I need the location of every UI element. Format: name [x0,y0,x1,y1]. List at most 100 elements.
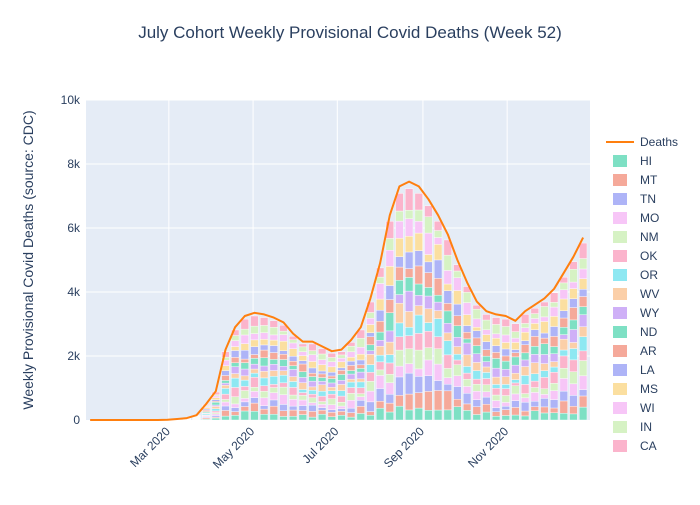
bar-segment-tn [463,393,471,404]
legend-swatch-wi[interactable] [613,402,627,414]
bar-segment-nd [521,353,529,360]
legend-swatch-ca[interactable] [613,440,627,452]
bar-segment-ca [502,319,510,326]
bar-segment-ar [222,375,230,380]
legend-label-wv[interactable]: WV [640,287,659,301]
legend-label-nd[interactable]: ND [640,325,658,339]
legend-label-wy[interactable]: WY [640,306,659,320]
bar-segment-ok [512,383,520,386]
bar-segment-nd [280,360,288,367]
bar-segment-mo [386,383,394,394]
bar-segment-la [280,351,288,354]
bar-segment-wy [241,369,249,376]
legend-swatch-nd[interactable] [613,326,627,338]
legend-swatch-mo[interactable] [613,212,627,224]
bar-segment-ok [444,355,452,369]
legend-swatch-ms[interactable] [613,383,627,395]
legend-swatch-nm[interactable] [613,231,627,243]
bar-segment-ms [415,233,423,251]
y-axis-label: Weekly Provisional Covid Deaths (source:… [20,110,36,409]
legend-label-tn[interactable]: TN [640,192,656,206]
bar-segment-wy [318,381,326,384]
bar-segment-nd [241,363,249,369]
bar-segment-in [367,313,375,319]
legend-label-ok[interactable]: OK [640,249,657,263]
legend-label-mo[interactable]: MO [640,211,659,225]
bar-segment-la [531,330,539,337]
bar-segment-in [502,326,510,334]
bar-segment-wv [473,362,481,370]
bar-segment-in [251,326,259,333]
bar-segment-tn [386,394,394,403]
legend-swatch-or[interactable] [613,269,627,281]
legend-swatch-mt[interactable] [613,174,627,186]
legend-label-ar[interactable]: AR [640,344,657,358]
bar-segment-ar [270,353,278,360]
bar-segment-ok [260,386,268,392]
legend-label-ca[interactable]: CA [640,439,657,453]
bar-segment-nm [521,394,529,398]
legend[interactable]: Deaths HI MT TN MO NM OK OR WV WY ND AR LA MS WI IN CA [606,135,678,453]
bar-segment-ms [299,356,307,361]
x-tick-label: May 2020 [210,424,257,471]
bar-segment-mo [579,376,587,390]
bar-segment-ms [396,238,404,256]
legend-swatch-wv[interactable] [613,288,627,300]
bar-segment-ca [328,353,336,357]
bar-segment-ok [434,337,442,349]
legend-label-wi[interactable]: WI [640,401,655,415]
bar-segment-or [560,350,568,356]
bar-segment-la [579,289,587,296]
bar-segment-la [425,262,433,273]
bar-segment-hi [309,417,317,420]
bar-segment-wv [463,355,471,367]
bar-segment-or [473,371,481,380]
bar-segment-mt [318,410,326,414]
bar-segment-wv [541,364,549,371]
bar-segment-ar [357,365,365,369]
bar-segment-mt [560,401,568,413]
bar-segment-wy [502,369,510,376]
bar-segment-ar [550,336,558,346]
bar-segment-ca [541,302,549,306]
legend-swatch-wy[interactable] [613,307,627,319]
legend-label-in[interactable]: IN [640,420,652,434]
bar-segment-ok [251,377,259,387]
legend-swatch-ar[interactable] [613,345,627,357]
legend-swatch-la[interactable] [613,364,627,376]
legend-swatch-ok[interactable] [613,250,627,262]
bar-segment-wy [270,364,278,370]
legend-label-deaths[interactable]: Deaths [640,135,678,149]
bar-segment-ms [347,357,355,361]
bar-segment-nm [550,383,558,390]
bar-segment-nd [338,374,346,380]
bar-segment-wy [463,343,471,355]
legend-label-mt[interactable]: MT [640,173,658,187]
legend-swatch-tn[interactable] [613,193,627,205]
bar-segment-nm [405,349,413,364]
legend-label-or[interactable]: OR [640,268,658,282]
bar-segment-la [415,251,423,266]
bar-segment-ok [270,384,278,387]
legend-swatch-in[interactable] [613,421,627,433]
bar-segment-mt [270,406,278,414]
bar-segment-or [241,380,249,386]
bar-segment-ms [521,332,529,340]
legend-label-la[interactable]: LA [640,363,655,377]
bar-segment-wy [251,364,259,369]
legend-label-hi[interactable]: HI [640,154,652,168]
bar-segment-hi [347,417,355,420]
bar-segment-mo [570,384,578,396]
bar-segment-nd [231,363,239,367]
legend-label-ms[interactable]: MS [640,382,658,396]
bar-segment-or [376,355,384,362]
bar-segment-wv [289,377,297,382]
bar-segment-in [463,292,471,302]
bar-segment-wi [357,347,365,354]
bar-segment-or [367,365,375,373]
bar-segment-ms [483,335,491,342]
legend-label-nm[interactable]: NM [640,230,659,244]
legend-swatch-hi[interactable] [613,155,627,167]
bar-segment-mt [357,406,365,413]
bar-segment-nm [357,394,365,397]
